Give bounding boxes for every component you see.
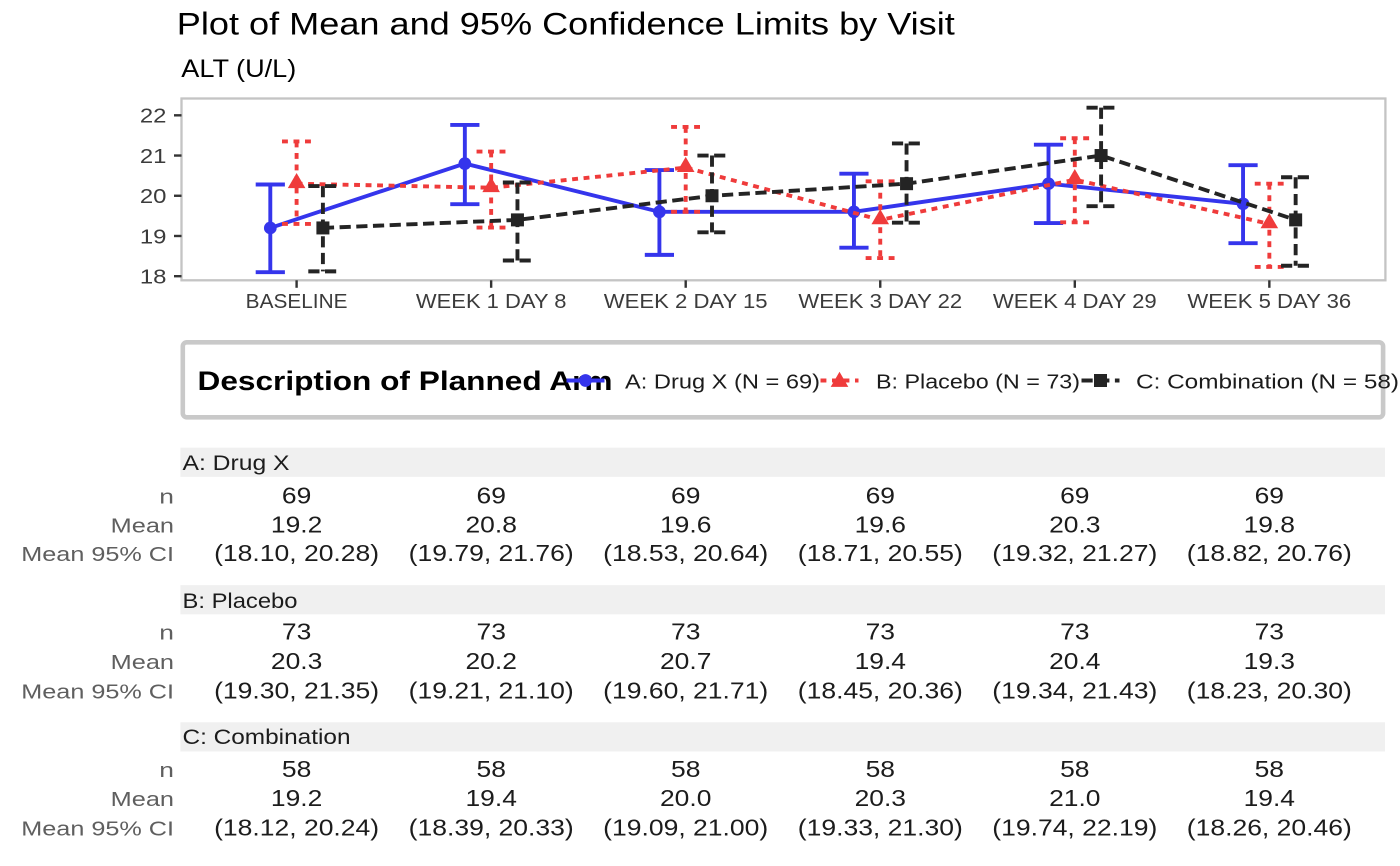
svg-text:69: 69 [671, 483, 700, 509]
svg-text:WEEK 2 DAY 15: WEEK 2 DAY 15 [604, 290, 768, 313]
svg-text:20: 20 [140, 185, 167, 208]
svg-text:(19.74, 22.19): (19.74, 22.19) [992, 815, 1157, 841]
svg-text:(19.34, 21.43): (19.34, 21.43) [992, 678, 1157, 704]
svg-text:58: 58 [1060, 756, 1089, 782]
svg-text:19.4: 19.4 [855, 648, 907, 674]
svg-text:Description of Planned Arm: Description of Planned Arm [198, 366, 613, 396]
svg-text:(19.60, 21.71): (19.60, 21.71) [603, 678, 768, 704]
svg-text:(19.30, 21.35): (19.30, 21.35) [214, 678, 379, 704]
svg-text:(18.26, 20.46): (18.26, 20.46) [1187, 815, 1352, 841]
svg-text:(18.53, 20.64): (18.53, 20.64) [603, 540, 768, 566]
svg-text:n: n [159, 759, 174, 782]
svg-text:19.6: 19.6 [855, 512, 906, 538]
svg-text:69: 69 [1255, 483, 1284, 509]
svg-text:BASELINE: BASELINE [246, 290, 348, 313]
svg-text:73: 73 [1060, 619, 1089, 645]
svg-text:n: n [159, 486, 174, 509]
svg-text:19.3: 19.3 [1244, 648, 1295, 674]
svg-text:58: 58 [282, 756, 311, 782]
svg-text:(18.45, 20.36): (18.45, 20.36) [798, 678, 963, 704]
svg-text:WEEK 4 DAY 29: WEEK 4 DAY 29 [993, 290, 1157, 313]
svg-text:19: 19 [140, 225, 167, 248]
svg-text:58: 58 [1255, 756, 1284, 782]
svg-text:73: 73 [671, 619, 700, 645]
svg-text:Mean 95% CI: Mean 95% CI [21, 543, 174, 566]
svg-text:Mean: Mean [111, 788, 174, 811]
svg-text:20.7: 20.7 [660, 648, 711, 674]
svg-text:WEEK 5 DAY 36: WEEK 5 DAY 36 [1187, 290, 1351, 313]
svg-text:20.0: 20.0 [660, 785, 711, 811]
svg-text:69: 69 [866, 483, 895, 509]
svg-text:20.3: 20.3 [1049, 512, 1100, 538]
svg-text:(18.12, 20.24): (18.12, 20.24) [214, 815, 379, 841]
svg-text:(18.39, 20.33): (18.39, 20.33) [409, 815, 574, 841]
svg-text:58: 58 [477, 756, 506, 782]
svg-text:Mean 95% CI: Mean 95% CI [21, 681, 174, 704]
svg-text:(18.10, 20.28): (18.10, 20.28) [214, 540, 379, 566]
svg-text:58: 58 [671, 756, 700, 782]
svg-text:(19.09, 21.00): (19.09, 21.00) [603, 815, 768, 841]
svg-text:Mean 95% CI: Mean 95% CI [21, 818, 174, 841]
svg-text:WEEK 3 DAY 22: WEEK 3 DAY 22 [798, 290, 962, 313]
svg-text:69: 69 [1060, 483, 1089, 509]
svg-text:WEEK 1 DAY 8: WEEK 1 DAY 8 [416, 290, 567, 313]
svg-text:69: 69 [477, 483, 506, 509]
svg-text:(18.71, 20.55): (18.71, 20.55) [798, 540, 963, 566]
svg-text:19.2: 19.2 [271, 785, 322, 811]
svg-text:19.8: 19.8 [1244, 512, 1295, 538]
svg-text:n: n [159, 622, 174, 645]
svg-text:19.4: 19.4 [1244, 785, 1296, 811]
svg-text:22: 22 [140, 105, 167, 128]
svg-text:Plot of Mean and 95% Confidenc: Plot of Mean and 95% Confidence Limits b… [177, 5, 955, 41]
svg-text:(19.33, 21.30): (19.33, 21.30) [798, 815, 963, 841]
svg-text:(18.82, 20.76): (18.82, 20.76) [1187, 540, 1352, 566]
svg-text:73: 73 [866, 619, 895, 645]
svg-text:20.3: 20.3 [855, 785, 906, 811]
svg-text:73: 73 [477, 619, 506, 645]
svg-text:ALT (U/L): ALT (U/L) [181, 55, 296, 83]
svg-text:A: Drug X (N = 69): A: Drug X (N = 69) [625, 371, 820, 394]
svg-text:73: 73 [1255, 619, 1284, 645]
svg-text:Mean: Mean [111, 515, 174, 538]
svg-text:20.3: 20.3 [271, 648, 322, 674]
svg-text:69: 69 [282, 483, 311, 509]
svg-text:21.0: 21.0 [1049, 785, 1100, 811]
svg-text:Mean: Mean [111, 651, 174, 674]
svg-text:19.6: 19.6 [660, 512, 711, 538]
svg-text:A: Drug X: A: Drug X [183, 452, 290, 475]
svg-text:C: Combination: C: Combination [183, 726, 351, 749]
svg-text:73: 73 [282, 619, 311, 645]
svg-text:20.4: 20.4 [1049, 648, 1101, 674]
svg-text:(19.32, 21.27): (19.32, 21.27) [992, 540, 1157, 566]
svg-text:(19.79, 21.76): (19.79, 21.76) [409, 540, 574, 566]
svg-text:B: Placebo: B: Placebo [183, 590, 298, 613]
svg-text:18: 18 [140, 266, 167, 289]
svg-text:58: 58 [866, 756, 895, 782]
svg-text:(18.23, 20.30): (18.23, 20.30) [1187, 678, 1352, 704]
svg-text:19.2: 19.2 [271, 512, 322, 538]
svg-text:B: Placebo (N = 73): B: Placebo (N = 73) [876, 371, 1080, 394]
svg-text:20.8: 20.8 [466, 512, 517, 538]
svg-text:20.2: 20.2 [466, 648, 517, 674]
svg-text:19.4: 19.4 [466, 785, 518, 811]
svg-text:(19.21, 21.10): (19.21, 21.10) [409, 678, 574, 704]
svg-text:C: Combination (N = 58): C: Combination (N = 58) [1136, 371, 1399, 394]
svg-text:21: 21 [140, 145, 167, 168]
